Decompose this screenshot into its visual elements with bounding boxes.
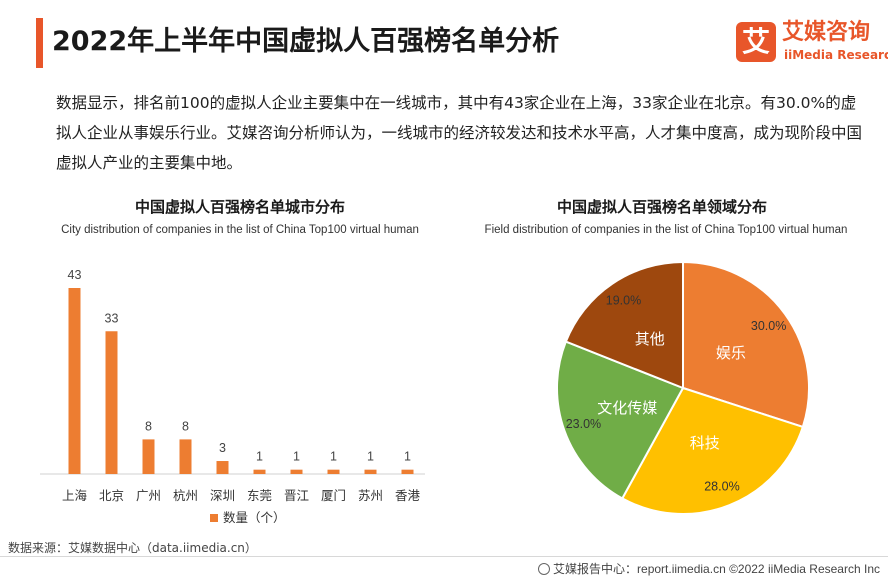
summary-text: 数据显示，排名前100的虚拟人企业主要集中在一线城市，其中有43家企业在上海，3… <box>56 94 863 172</box>
bar-data-label-3: 8 <box>145 419 152 433</box>
bar-data-label-10: 1 <box>404 450 411 464</box>
bar-category-label-10: 香港 <box>395 488 421 503</box>
footer-text: 艾媒报告中心：report.iimedia.cn ©2022 iiMedia R… <box>553 562 880 576</box>
bar-chart-subtitle: City distribution of companies in the li… <box>61 224 419 236</box>
bar-data-label-6: 1 <box>256 450 263 464</box>
pie-chart-subtitle: Field distribution of companies in the l… <box>484 224 848 236</box>
bar-data-label-2: 33 <box>105 311 119 325</box>
logo-name-en: iiMedia Research <box>784 48 888 62</box>
pie-label-1: 娱乐 <box>716 344 746 362</box>
pie-chart-title: 中国虚拟人百强榜名单领域分布 <box>556 198 767 216</box>
bar-category-label-8: 厦门 <box>321 488 346 503</box>
bar-1 <box>68 288 81 474</box>
brand-logo: 艾 艾媒咨询 iiMedia Research <box>736 20 888 66</box>
title-accent-bar <box>36 18 43 68</box>
report-center-icon <box>538 563 551 575</box>
logo-name-cn: 艾媒咨询 <box>782 20 871 45</box>
pie-value-label-4: 19.0% <box>606 293 641 307</box>
bar-data-label-7: 1 <box>293 450 300 464</box>
bar-9 <box>364 469 377 474</box>
bar-2 <box>105 331 118 474</box>
bar-category-label-7: 晋江 <box>284 488 309 503</box>
data-source: 数据来源：艾媒数据中心（data.iimedia.cn） <box>8 541 257 555</box>
bar-data-label-5: 3 <box>219 441 226 455</box>
bar-category-label-3: 广州 <box>136 488 161 503</box>
bar-5 <box>216 461 229 474</box>
bar-category-label-2: 北京 <box>99 488 124 503</box>
bar-data-label-1: 43 <box>68 268 82 282</box>
logo-icon: 艾 <box>736 22 776 62</box>
pie-slice-3 <box>556 340 685 500</box>
pie-value-label-3: 23.0% <box>566 417 601 431</box>
bar-chart-title: 中国虚拟人百强榜名单城市分布 <box>134 198 345 216</box>
pie-value-label-2: 28.0% <box>704 479 739 493</box>
bar-8 <box>327 469 340 474</box>
legend-swatch <box>210 514 218 522</box>
bar-7 <box>290 469 303 474</box>
pie-value-label-1: 30.0% <box>751 319 786 333</box>
pie-slice-4 <box>564 260 684 390</box>
bar-data-label-4: 8 <box>182 419 189 433</box>
bar-10 <box>401 469 414 474</box>
footer: 艾媒报告中心：report.iimedia.cn ©2022 iiMedia R… <box>538 560 880 577</box>
pie-slice-2 <box>620 386 805 515</box>
bar-3 <box>142 439 155 474</box>
bar-6 <box>253 469 266 474</box>
bar-category-label-4: 杭州 <box>173 488 198 503</box>
bar-data-label-9: 1 <box>367 450 374 464</box>
page-title: 2022年上半年中国虚拟人百强榜名单分析 <box>52 26 560 57</box>
pie-label-4: 其他 <box>635 330 665 348</box>
bar-data-label-8: 1 <box>330 450 337 464</box>
bar-4 <box>179 439 192 474</box>
pie-slice-1 <box>682 260 810 429</box>
footer-divider <box>0 556 888 557</box>
legend-label: 数量（个） <box>223 510 286 525</box>
bar-category-label-9: 苏州 <box>358 488 383 503</box>
pie-label-2: 科技 <box>690 434 720 452</box>
pie-label-3: 文化传媒 <box>597 399 657 417</box>
bar-category-label-5: 深圳 <box>210 488 235 503</box>
bar-category-label-6: 东莞 <box>247 488 272 503</box>
bar-category-label-1: 上海 <box>62 488 88 503</box>
